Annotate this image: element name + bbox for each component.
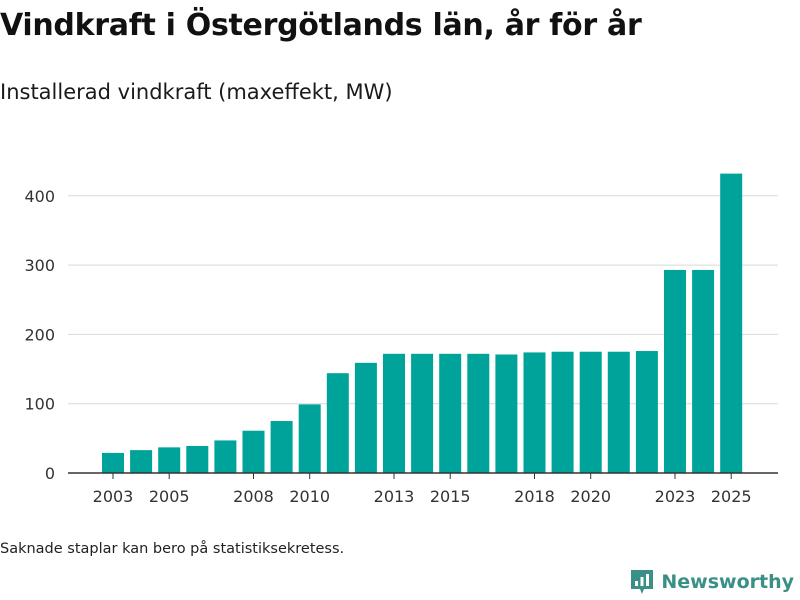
bars bbox=[102, 173, 743, 473]
bar-2025[interactable] bbox=[720, 173, 743, 473]
y-tick-label-300: 300 bbox=[24, 256, 55, 275]
bar-2012[interactable] bbox=[354, 362, 377, 473]
bar-2015[interactable] bbox=[439, 353, 462, 473]
y-tick-label-0: 0 bbox=[45, 464, 55, 483]
bar-2008[interactable] bbox=[242, 430, 265, 473]
bar-chart: 0 100 200 300 400 2003 2005 2008 2010 2013 2015 201… bbox=[24, 173, 778, 506]
bar-2011[interactable] bbox=[326, 373, 349, 473]
bar-2013[interactable] bbox=[383, 353, 405, 473]
bar-2021[interactable] bbox=[607, 351, 630, 473]
chart-subtitle: Installerad vindkraft (maxeffekt, MW) bbox=[0, 80, 393, 104]
bar-2003[interactable] bbox=[102, 452, 124, 473]
x-tick-label-2005: 2005 bbox=[149, 487, 190, 506]
bar-2023[interactable] bbox=[664, 269, 686, 473]
y-tick-label-400: 400 bbox=[24, 187, 55, 206]
bar-2005[interactable] bbox=[158, 447, 181, 473]
bar-2019[interactable] bbox=[551, 351, 574, 473]
newsworthy-logo-icon bbox=[631, 570, 654, 594]
bar-2004[interactable] bbox=[130, 450, 153, 473]
bar-2022[interactable] bbox=[635, 351, 658, 473]
brand-logo[interactable]: Newsworthy bbox=[629, 568, 794, 596]
bar-2014[interactable] bbox=[411, 353, 434, 473]
y-tick-label-100: 100 bbox=[24, 395, 55, 414]
bar-2017[interactable] bbox=[495, 354, 518, 473]
footnote: Saknade staplar kan bero på statistiksek… bbox=[0, 541, 345, 557]
bar-2010[interactable] bbox=[298, 404, 321, 473]
axes: 0 100 200 300 400 2003 2005 2008 2010 2013 2015 201… bbox=[24, 187, 778, 506]
x-tick-label-2008: 2008 bbox=[233, 487, 274, 506]
bar-2009[interactable] bbox=[270, 421, 293, 473]
bar-2016[interactable] bbox=[467, 353, 490, 473]
bar-2024[interactable] bbox=[692, 269, 715, 473]
x-tick-label-2013: 2013 bbox=[374, 487, 415, 506]
chart-title: Vindkraft i Östergötlands län, år för år bbox=[0, 8, 642, 43]
bar-2018[interactable] bbox=[523, 352, 546, 473]
x-tick-label-2023: 2023 bbox=[655, 487, 696, 506]
brand-name: Newsworthy bbox=[661, 571, 794, 593]
bar-2007[interactable] bbox=[214, 440, 237, 473]
x-tick-label-2010: 2010 bbox=[289, 487, 330, 506]
bar-2006[interactable] bbox=[186, 445, 209, 473]
x-tick-label-2020: 2020 bbox=[570, 487, 611, 506]
x-tick-label-2018: 2018 bbox=[514, 487, 555, 506]
x-tick-label-2003: 2003 bbox=[93, 487, 134, 506]
y-tick-label-200: 200 bbox=[24, 325, 55, 344]
bar-2020[interactable] bbox=[579, 351, 602, 473]
x-tick-label-2015: 2015 bbox=[430, 487, 471, 506]
x-tick-label-2025: 2025 bbox=[711, 487, 752, 506]
